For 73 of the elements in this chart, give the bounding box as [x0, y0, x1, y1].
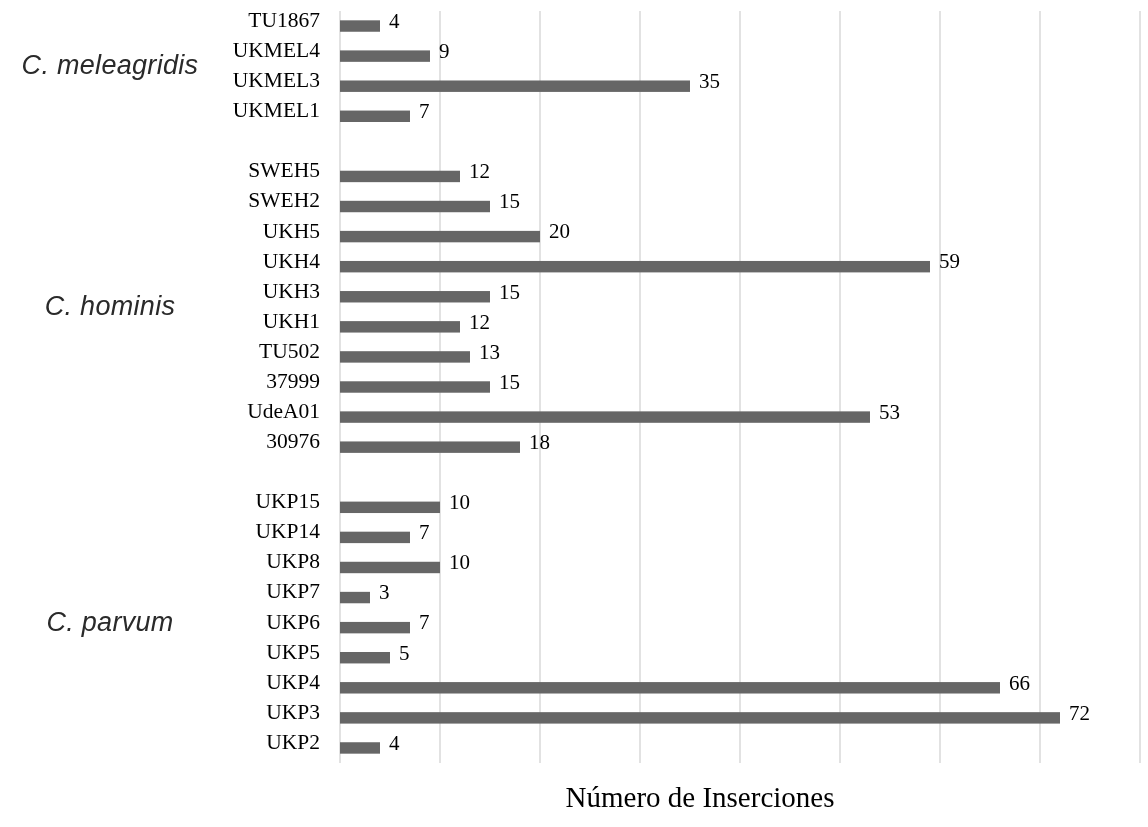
- bar: [340, 742, 380, 754]
- y-tick-label: SWEH5: [248, 158, 320, 183]
- y-tick-label: UKP4: [266, 669, 321, 694]
- y-tick-label: UKP14: [255, 519, 321, 544]
- y-tick-label: UdeA01: [247, 399, 320, 424]
- data-label: 7: [419, 520, 430, 545]
- bar: [340, 561, 440, 574]
- y-tick-label: UKH5: [262, 218, 320, 243]
- y-tick-label: TU1867: [248, 7, 321, 32]
- bar: [340, 531, 410, 544]
- data-label: 15: [499, 279, 520, 304]
- bar: [340, 591, 370, 604]
- bar: [340, 321, 460, 333]
- y-tick-label: UKMEL4: [232, 38, 321, 63]
- data-label: 59: [939, 249, 960, 274]
- data-label: 4: [389, 8, 400, 33]
- bar: [340, 230, 540, 243]
- data-label: 7: [419, 610, 430, 635]
- bar: [340, 291, 490, 303]
- text: C. hominis: [44, 290, 176, 321]
- y-tick-label: UKH3: [262, 278, 320, 303]
- bar: [340, 110, 410, 122]
- bar: [340, 20, 380, 32]
- x-axis-title: Número de Inserciones: [565, 781, 835, 813]
- bar: [340, 501, 440, 514]
- data-label: 10: [449, 490, 470, 515]
- data-label: 72: [1069, 700, 1090, 725]
- y-tick-label: UKP7: [266, 579, 321, 604]
- data-label: 13: [479, 339, 500, 364]
- data-label: 18: [529, 429, 550, 454]
- y-tick-label: UKH4: [262, 248, 321, 273]
- data-label: 66: [1009, 670, 1030, 695]
- data-label: 5: [399, 640, 410, 665]
- y-tick-label: UKP5: [266, 639, 320, 664]
- data-label: 7: [419, 99, 430, 124]
- data-label: 9: [439, 38, 450, 63]
- y-tick-label: UKP8: [266, 549, 320, 574]
- data-label: 12: [469, 309, 490, 334]
- data-label: 3: [379, 580, 390, 605]
- y-tick-label: 37999: [266, 368, 320, 393]
- data-label: 20: [549, 219, 570, 244]
- text: C. parvum: [46, 606, 174, 637]
- bar: [340, 411, 870, 423]
- data-label: 53: [879, 399, 900, 424]
- data-label: 35: [699, 69, 720, 94]
- y-tick-label: UKMEL1: [232, 98, 320, 123]
- y-tick-label: UKP2: [266, 729, 320, 754]
- y-tick-label: TU502: [259, 338, 320, 363]
- data-label: 10: [449, 550, 470, 575]
- data-label: 15: [499, 189, 520, 214]
- bar: [340, 351, 470, 363]
- bar: [340, 441, 520, 453]
- bar: [340, 260, 930, 273]
- y-tick-label: UKP3: [266, 699, 320, 724]
- y-tick-label: UKH1: [262, 308, 320, 333]
- y-tick-label: 30976: [266, 429, 321, 454]
- bar: [340, 170, 460, 183]
- bar: [340, 682, 1000, 694]
- text: C. meleagridis: [21, 50, 199, 81]
- y-tick-label: UKP15: [255, 489, 320, 514]
- data-label: 12: [469, 159, 490, 184]
- data-label: 15: [499, 369, 520, 394]
- bar: [340, 80, 690, 92]
- bar: [340, 381, 490, 393]
- bar: [340, 50, 430, 62]
- y-tick-label: UKMEL3: [232, 68, 320, 93]
- bar: [340, 652, 390, 664]
- bar: [340, 712, 1060, 724]
- data-label: 4: [389, 730, 400, 755]
- y-tick-label: SWEH2: [248, 188, 320, 213]
- bar: [340, 200, 490, 213]
- bar: [340, 621, 410, 634]
- y-tick-label: UKP6: [266, 609, 321, 634]
